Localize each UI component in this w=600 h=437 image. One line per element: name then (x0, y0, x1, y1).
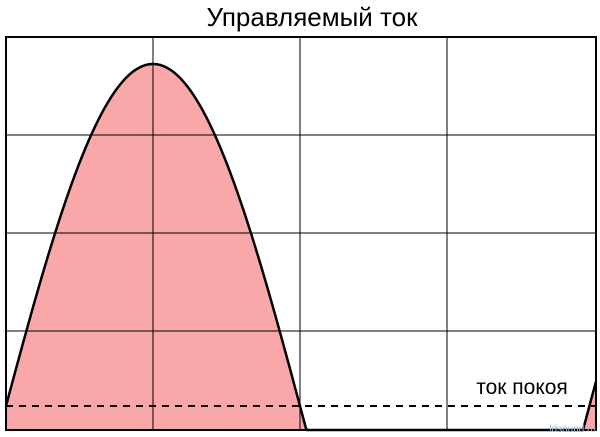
title: Управляемый ток (206, 2, 418, 32)
quiescent-label: ток покоя (476, 376, 568, 399)
frame (5, 36, 597, 431)
grid (6, 37, 596, 430)
watermark: ldsound.ru (549, 424, 596, 435)
